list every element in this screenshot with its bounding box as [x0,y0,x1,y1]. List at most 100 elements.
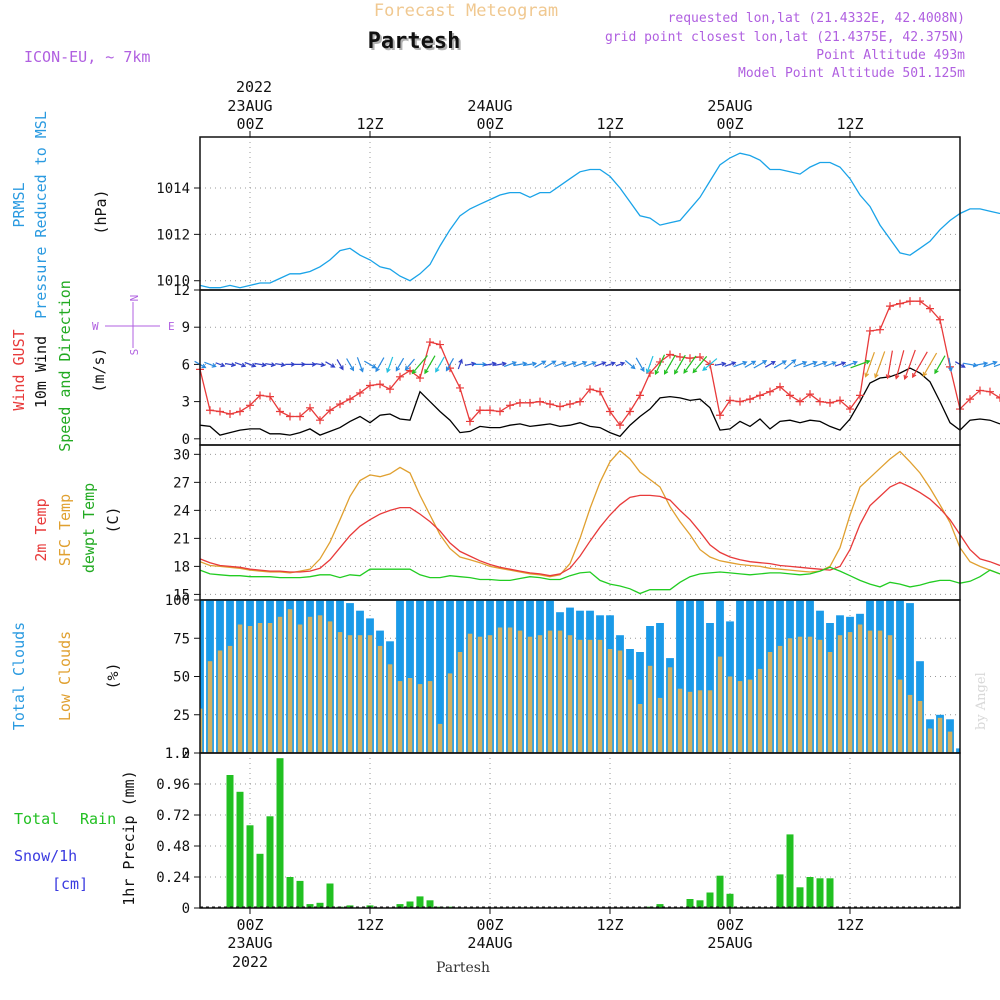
gust-marker [976,386,984,395]
rain-bar [786,834,794,908]
low-cloud-bar [247,626,253,753]
wind-arrow-icon [714,361,727,367]
low-cloud-bar [907,694,913,753]
low-cloud-bar [717,656,723,753]
low-cloud-bar [527,636,533,753]
y-tick-label: 12 [173,283,190,299]
panel-5: 0 0.24 0.48 0.72 0.96 1.2 [156,746,961,917]
low-cloud-bar [317,615,323,753]
gust-marker [666,350,674,359]
low-cloud-bar [757,668,763,753]
gust-marker [416,374,424,383]
total-cloud-bar [416,600,424,753]
top-hour-label: 00Z [476,115,503,133]
low-cloud-bar [787,638,793,754]
gust-marker [716,411,724,420]
rain-bar [396,904,404,908]
gust-marker [306,403,314,412]
wind-arrow-icon [803,360,818,368]
wind-arrow-icon [635,357,645,373]
low-cloud-bar [547,630,553,753]
wind-arrow-icon [464,361,477,367]
low-cloud-bar [887,635,893,753]
bottom-date-label: 25AUG [707,934,752,952]
gust-marker [636,391,644,400]
gust-marker [266,392,274,401]
y-tick-label: 0 [182,901,190,917]
gust-marker [726,396,734,405]
panel-3: 15 18 21 24 27 30 [173,444,1000,603]
gust-marker [856,391,864,400]
low-cloud-bar [477,636,483,753]
gust-marker [476,406,484,415]
low-cloud-bar [307,616,313,753]
gust-marker [566,400,574,409]
wind-arrow-icon [435,356,445,373]
wind-arrow-icon [894,350,905,380]
wind-arrow-icon [375,357,385,373]
wind-arrow-icon [285,361,296,367]
gust-marker [536,397,544,406]
panel4-labels: Total Clouds Low Clouds (%) [10,622,122,730]
low-cloud-bar [927,728,933,753]
y-tick-label: 1.2 [165,746,190,762]
hpa-label: (hPa) [92,189,110,234]
bottom-hour-label: 12Z [596,916,623,934]
wind-arrow-icon [813,360,828,368]
rain-bar [726,893,734,908]
wind-arrow-icon [275,362,286,368]
gust-marker [766,387,774,396]
gust-marker [776,382,784,391]
gust-marker [696,352,704,361]
wind-arrow-icon [972,361,989,367]
wind-arrow-icon [404,358,415,371]
rain-bar [776,874,784,908]
low-cloud-bar [397,681,403,753]
total-cloud-bar [436,600,444,753]
rain-bar [416,896,424,908]
gust-marker [496,407,504,416]
rain-bar [686,899,694,908]
gust-marker [826,398,834,407]
wind-arrow-icon [993,363,1000,368]
low-cloud-bar [747,679,753,753]
wind-arrow-icon [424,355,436,375]
gust-marker [756,391,764,400]
speed-direction-label: Speed and Direction [56,280,74,452]
gust-marker [226,410,234,418]
low-cloud-bar [537,635,543,753]
wind-arrow-icon [356,357,364,373]
bottom-hour-label: 12Z [356,916,383,934]
low-cloud-bar [817,639,823,753]
low-cloud-bar [677,688,683,753]
total-label: Total [14,810,59,828]
rain-bar [246,825,254,908]
wind-arrow-icon [544,360,557,369]
wind-arrow-icon [948,357,953,373]
sfc-temp-line [199,449,1000,578]
low-cloud-bar [807,636,813,753]
gust-marker [376,380,384,389]
low-cloud-bar [367,635,373,753]
gust-marker [736,397,744,406]
top-hour-label: 12Z [596,115,623,133]
gust-marker [356,388,364,397]
low-cloud-bar [827,652,833,753]
low-cloud-bar [877,630,883,753]
t2m-line [199,481,1000,577]
wind-arrow-icon [395,357,405,372]
y-tick-label: 15 [173,587,190,603]
footer-station: Partesh [436,960,490,976]
panel5-labels: Total Rain Snow/1h [cm] 1hr Precip (mm) [14,770,138,905]
gust-marker [936,315,944,324]
gust-marker [286,412,294,421]
wind-arrow-icon [850,359,871,369]
gust-marker [796,397,804,406]
panel3-labels: 2m Temp SFC Temp dewpt Temp (C) [32,483,122,573]
rain-bar [266,816,274,908]
wind-arrow-icon [411,355,428,375]
wind-arrow-icon [523,361,538,367]
gust-marker [346,395,354,404]
